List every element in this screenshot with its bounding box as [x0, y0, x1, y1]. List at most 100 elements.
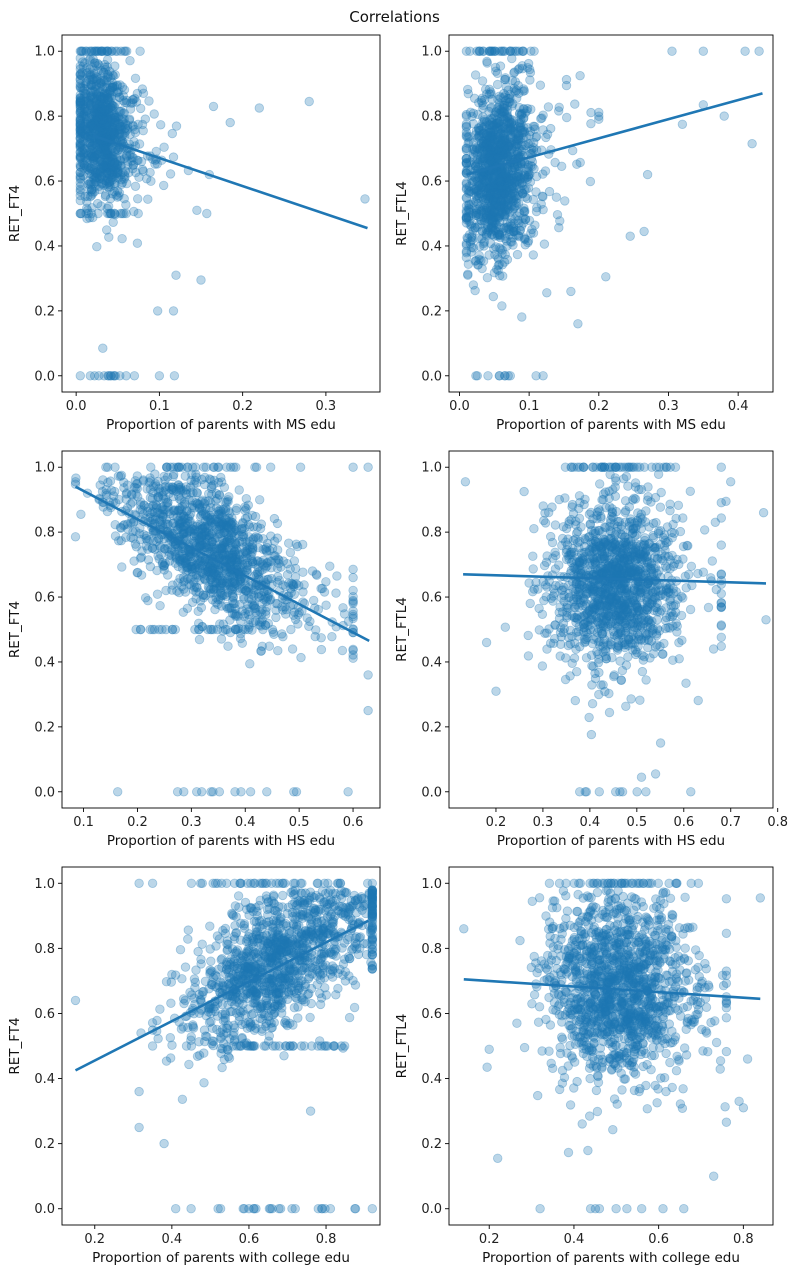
data-point — [102, 145, 112, 156]
data-point — [493, 108, 504, 119]
data-point — [231, 610, 241, 620]
data-point — [541, 132, 551, 143]
data-point — [520, 192, 530, 202]
data-point — [494, 122, 504, 132]
data-point — [109, 127, 120, 138]
data-point — [94, 181, 104, 192]
data-point — [95, 146, 106, 157]
data-point — [325, 561, 335, 571]
data-point — [127, 98, 138, 108]
data-point — [81, 96, 92, 107]
data-point — [111, 112, 122, 123]
data-point — [104, 168, 114, 179]
data-point — [473, 109, 483, 120]
data-point — [152, 306, 163, 316]
data-point — [289, 607, 300, 617]
data-point — [511, 191, 522, 202]
data-point — [87, 144, 97, 155]
data-point — [89, 69, 100, 79]
data-point — [99, 46, 110, 56]
data-point — [114, 92, 125, 102]
data-point — [109, 101, 119, 112]
data-point — [506, 221, 517, 231]
data-point — [75, 92, 86, 103]
data-point — [488, 150, 498, 161]
data-point — [138, 475, 149, 485]
data-point — [661, 603, 671, 613]
data-point — [631, 649, 641, 660]
data-point — [495, 196, 506, 206]
data-point — [256, 519, 267, 529]
data-point — [538, 191, 548, 202]
data-point — [496, 168, 506, 178]
data-point — [513, 230, 523, 241]
data-point — [85, 123, 95, 134]
data-point — [92, 145, 102, 156]
data-point — [492, 231, 503, 241]
data-point — [678, 513, 688, 523]
data-point — [262, 787, 272, 797]
data-point — [519, 206, 529, 216]
data-point — [248, 522, 259, 532]
data-point — [491, 149, 502, 159]
data-point — [97, 104, 108, 115]
data-point — [464, 199, 474, 209]
data-point — [93, 117, 103, 127]
data-point — [492, 147, 503, 157]
data-point — [527, 224, 537, 235]
data-point — [93, 166, 104, 176]
data-point — [103, 201, 114, 212]
data-point — [486, 182, 497, 192]
data-point — [489, 172, 499, 183]
data-point — [96, 118, 106, 128]
data-point — [482, 171, 493, 182]
data-point — [487, 117, 497, 128]
data-point — [159, 142, 169, 152]
data-point — [484, 141, 495, 151]
data-point — [92, 125, 102, 135]
data-point — [136, 156, 147, 167]
data-point — [93, 147, 104, 157]
x-tick-label: 0.4 — [728, 399, 749, 414]
data-point — [484, 106, 494, 117]
data-point — [331, 588, 341, 598]
data-point — [523, 236, 534, 246]
data-point — [487, 121, 497, 131]
data-point — [191, 787, 202, 797]
data-point — [498, 103, 508, 113]
data-point — [464, 131, 474, 142]
data-point — [483, 371, 493, 381]
data-point — [489, 194, 499, 205]
data-point — [107, 167, 117, 177]
data-point — [98, 162, 108, 173]
data-point — [97, 103, 108, 114]
data-point — [482, 175, 492, 185]
data-point — [75, 97, 86, 107]
data-point — [119, 46, 129, 56]
data-point — [245, 787, 256, 797]
data-point — [348, 564, 358, 575]
data-point — [128, 160, 139, 170]
data-point — [601, 272, 611, 282]
data-point — [470, 70, 481, 80]
data-point — [479, 179, 490, 190]
data-point — [501, 149, 511, 159]
data-point — [526, 46, 536, 56]
data-point — [98, 149, 108, 160]
data-point — [106, 93, 116, 104]
data-point — [75, 108, 86, 119]
data-point — [494, 91, 504, 102]
data-point — [536, 113, 546, 124]
data-point — [101, 153, 111, 164]
data-point — [485, 187, 496, 198]
data-point — [348, 585, 358, 596]
data-point — [105, 371, 116, 381]
data-point — [121, 151, 132, 162]
data-point — [461, 159, 472, 169]
data-point — [494, 167, 504, 178]
data-point — [108, 86, 118, 97]
data-point — [102, 146, 112, 157]
data-point — [119, 153, 130, 164]
data-point — [493, 229, 504, 239]
data-point — [487, 94, 497, 104]
